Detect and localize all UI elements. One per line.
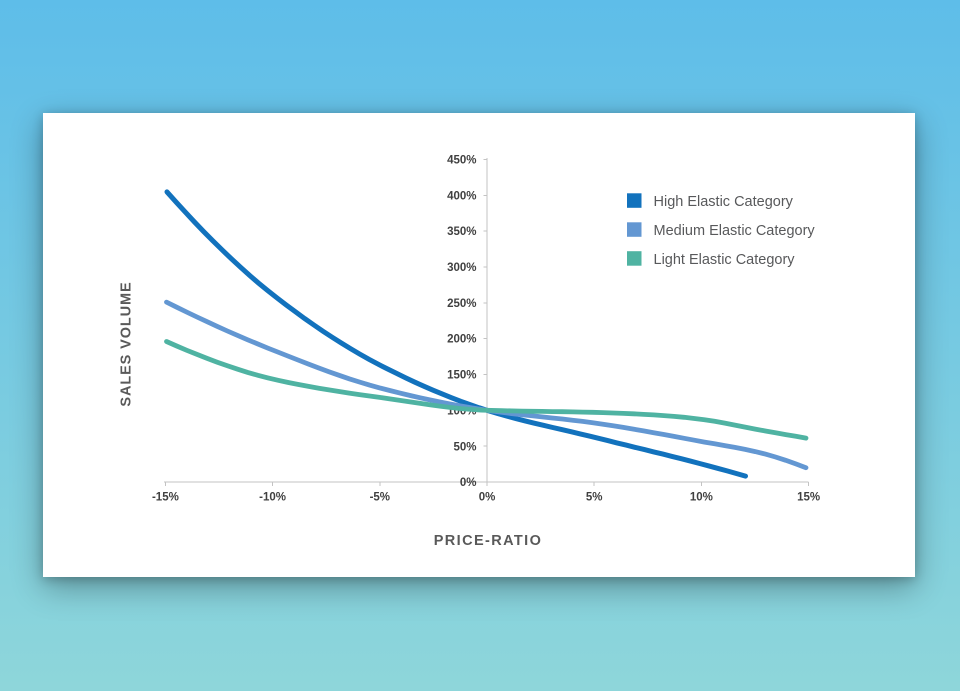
svg-text:High Elastic Category: High Elastic Category	[654, 194, 794, 210]
svg-text:10%: 10%	[690, 492, 713, 504]
svg-text:15%: 15%	[797, 492, 820, 504]
svg-text:400%: 400%	[447, 190, 476, 202]
svg-text:300%: 300%	[447, 262, 476, 274]
svg-text:150%: 150%	[447, 370, 476, 382]
svg-text:5%: 5%	[586, 492, 603, 504]
svg-text:Light Elastic Category: Light Elastic Category	[654, 252, 796, 268]
svg-text:PRICE-RATIO: PRICE-RATIO	[434, 533, 543, 549]
svg-text:-5%: -5%	[370, 492, 390, 504]
svg-text:50%: 50%	[453, 441, 476, 453]
svg-text:350%: 350%	[447, 226, 476, 238]
svg-text:200%: 200%	[447, 334, 476, 346]
svg-text:-15%: -15%	[152, 492, 179, 504]
svg-text:250%: 250%	[447, 298, 476, 310]
svg-text:Medium Elastic Category: Medium Elastic Category	[654, 223, 816, 239]
svg-text:-10%: -10%	[259, 492, 286, 504]
svg-text:SALES VOLUME: SALES VOLUME	[118, 281, 134, 406]
svg-text:0%: 0%	[479, 492, 496, 504]
svg-text:0%: 0%	[460, 477, 477, 489]
svg-text:450%: 450%	[447, 155, 476, 167]
